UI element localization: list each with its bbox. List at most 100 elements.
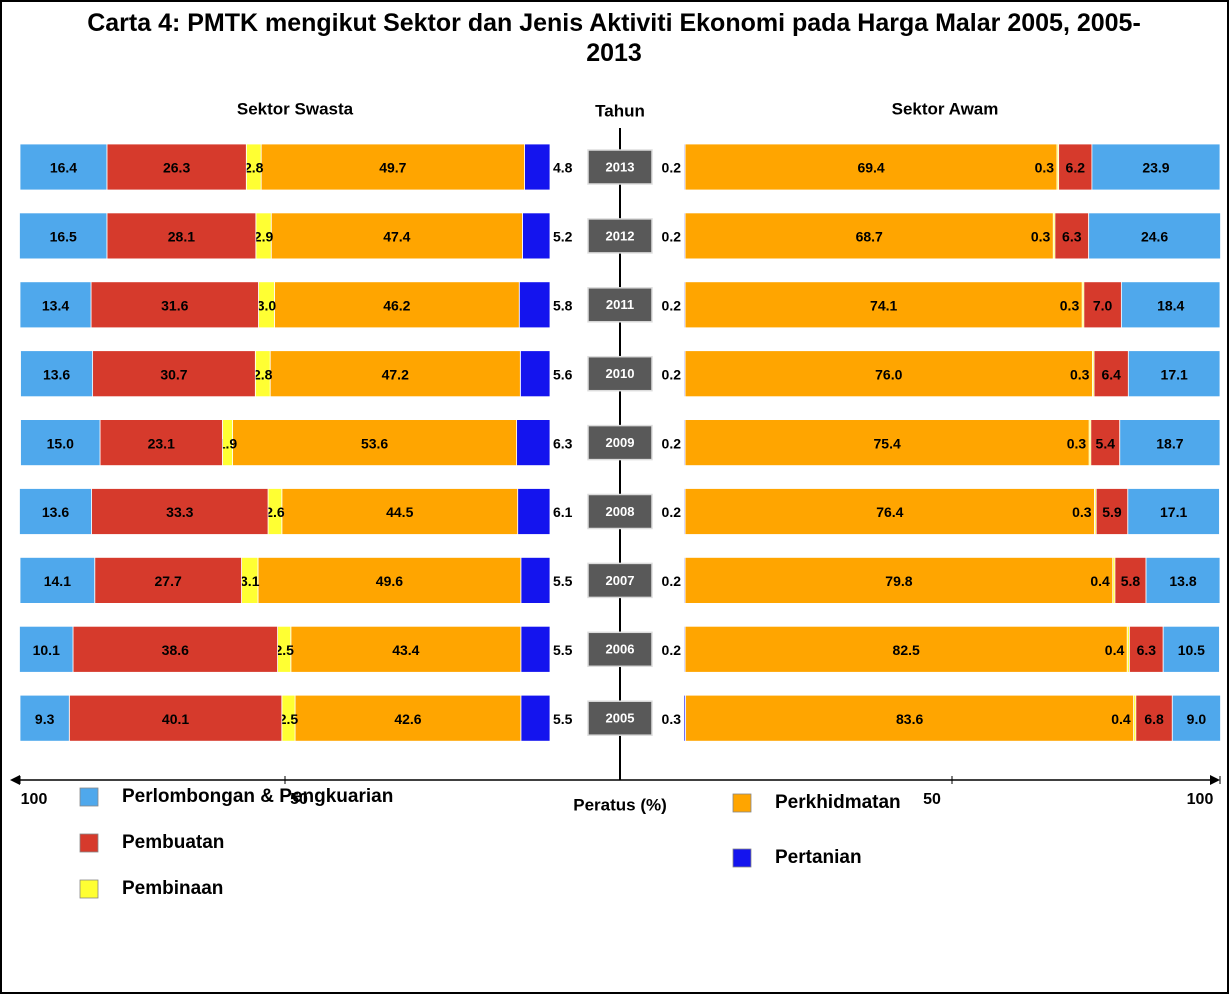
data-label: 13.6 [42,504,69,520]
data-label: 0.3 [1072,504,1092,520]
data-label: 0.4 [1090,573,1110,589]
data-label: 53.6 [361,435,388,451]
legend-swatch [79,833,99,853]
data-label: 6.3 [1137,642,1157,658]
bar-segment [260,143,525,191]
legend-swatch [732,793,752,813]
y-tick-label: 2005 [606,711,635,726]
year-box [587,287,653,323]
x-tick-label: 100 [1187,791,1214,808]
data-label: 0.3 [1070,366,1090,382]
bar-segment [19,143,108,191]
bar-segment [1120,281,1221,329]
data-label: 79.8 [885,573,912,589]
bar-segment [91,488,269,535]
bar-segment [1145,557,1221,604]
y-tick-label: 2007 [606,573,635,588]
y-tick-label: 2006 [606,642,635,657]
data-label: 23.9 [1142,160,1169,176]
data-label: 23.1 [148,435,175,451]
bar-segment [684,143,1058,191]
data-label: 5.4 [1096,435,1116,451]
year-box [587,493,653,530]
data-label: 2.8 [253,366,273,382]
bar-segment [522,212,551,260]
bar-segment [684,419,1090,467]
data-label: 17.1 [1161,366,1188,382]
bar-segment [281,488,519,535]
bar-segment [684,350,1093,398]
data-label: 15.0 [47,435,74,451]
data-label: 3.0 [257,298,277,314]
data-label: 2.9 [254,229,274,245]
data-label: 13.6 [43,366,70,382]
data-label: 3.1 [240,573,260,589]
bar-segment [684,557,1114,604]
y-tick-label: 2009 [606,435,635,450]
bar-segment [106,212,257,260]
data-label: 30.7 [160,366,187,382]
data-label: 2.5 [274,642,294,658]
bar-segment [20,350,94,398]
year-box [587,631,653,668]
year-box [587,149,653,185]
bar-segment [19,625,74,673]
bar-segment [516,419,551,467]
data-label: 16.5 [50,229,77,245]
bar-segment [520,625,551,673]
data-label: 10.5 [1178,642,1205,658]
data-label: 26.3 [163,160,190,176]
bar-segment [1127,350,1221,398]
data-label: 7.0 [1093,298,1113,314]
data-label: 74.1 [870,298,897,314]
data-label: 5.9 [1102,504,1122,520]
data-label: 0.3 [1035,160,1055,176]
data-label: 47.2 [382,366,409,382]
data-label: 46.2 [383,298,410,314]
y-tick-label: 2010 [606,366,635,381]
data-label: 6.1 [553,504,573,520]
bar-segment [19,557,96,604]
bar-segment [685,694,1135,742]
data-label: 0.4 [1105,642,1125,658]
data-label: 6.4 [1101,366,1121,382]
bar-segment [273,281,520,329]
bar-segment [517,488,551,535]
category-title: Tahun [595,101,645,120]
bar-segment [1088,212,1221,260]
bar-segment [1083,281,1122,329]
panel-title: Sektor Swasta [237,99,354,118]
data-label: 83.6 [896,711,923,727]
year-box [587,424,653,461]
data-label: 5.8 [553,298,573,314]
data-label: 18.7 [1156,435,1183,451]
data-label: 2.6 [265,504,285,520]
legend-label: Perlombongan & Pengkuarian [122,786,393,807]
bar-segment [1095,488,1129,535]
data-label: 49.6 [376,573,403,589]
data-label: 31.6 [161,298,188,314]
data-label: 38.6 [162,642,189,658]
y-tick-label: 2011 [606,297,634,312]
bar-segment [519,350,551,398]
data-label: 40.1 [162,711,189,727]
data-label: 5.5 [553,711,573,727]
data-label: 82.5 [893,642,920,658]
bar-segment [20,419,101,467]
bar-segment [1114,557,1147,604]
bar-segment [19,212,108,260]
bar-segment [19,488,92,535]
bar-segment [1054,212,1090,260]
bar-segment [1058,143,1093,191]
bar-segment [520,694,551,742]
x-axis-label: Peratus (%) [573,795,667,814]
bar-segment [1162,625,1220,673]
y-tick-label: 2013 [606,159,635,174]
x-tick-label: 100 [21,791,48,808]
year-box [587,218,653,254]
data-label: 6.3 [553,435,573,451]
data-label: 49.7 [379,160,406,176]
data-label: 0.3 [662,711,682,727]
bar-segment [90,281,259,329]
panel-title: Sektor Awam [892,99,999,118]
